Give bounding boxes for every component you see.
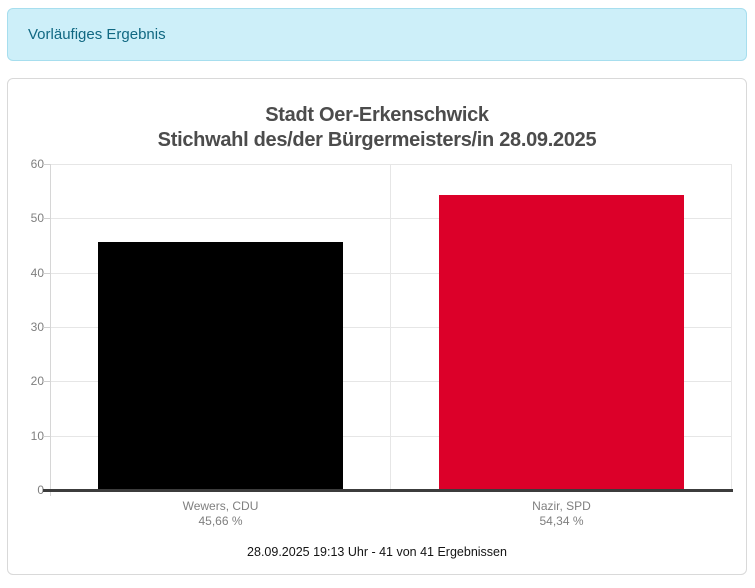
y-axis-label-40: 40 bbox=[30, 265, 44, 280]
gridline-y-10 bbox=[50, 435, 732, 437]
gridline-y-50 bbox=[50, 218, 732, 220]
category-percentage-2: 54,34 % bbox=[539, 514, 584, 528]
gridline-y-20 bbox=[50, 381, 732, 383]
y-axis-tick-50 bbox=[43, 218, 50, 220]
y-axis-tick-60 bbox=[43, 164, 50, 165]
y-axis-label-20: 20 bbox=[30, 374, 44, 389]
bar-wewers-cdu[interactable] bbox=[98, 241, 343, 490]
x-axis-line bbox=[43, 489, 733, 492]
banner-label: Vorläufiges Ergebnis bbox=[28, 26, 166, 43]
y-axis-line bbox=[50, 164, 51, 496]
category-name-2: Nazir, SPD bbox=[532, 499, 591, 513]
chart-title-line2: Stichwahl des/der Bürgermeisters/in 28.0… bbox=[157, 129, 597, 151]
chart-title-line1: Stadt Oer-Erkenschwick bbox=[265, 104, 489, 126]
category-name-1: Wewers, CDU bbox=[182, 499, 259, 513]
gridline-y-60 bbox=[50, 164, 732, 165]
gridline-y-40 bbox=[50, 272, 732, 274]
y-axis-tick-30 bbox=[43, 327, 50, 328]
y-axis-label-60: 60 bbox=[30, 157, 44, 171]
y-axis-tick-40 bbox=[43, 272, 50, 274]
y-axis-label-50: 50 bbox=[30, 211, 44, 226]
preliminary-result-banner: Vorläufiges Ergebnis bbox=[7, 8, 747, 61]
y-axis-label-0: 0 bbox=[37, 483, 44, 497]
gridline-x-divider bbox=[390, 164, 391, 490]
y-axis-tick-10 bbox=[43, 435, 50, 437]
category-percentage-1: 45,66 % bbox=[198, 514, 243, 528]
y-axis-label-30: 30 bbox=[30, 320, 44, 334]
y-axis-tick-20 bbox=[43, 381, 50, 383]
gridline-y-30 bbox=[50, 327, 732, 328]
chart-card: Stadt Oer-Erkenschwick Stichwahl des/der… bbox=[7, 78, 747, 575]
chart-footer-annotation: 28.09.2025 19:13 Uhr - 41 von 41 Ergebni… bbox=[247, 545, 507, 559]
bar-nazir-spd[interactable] bbox=[439, 194, 684, 490]
x-axis-label-2: Nazir, SPD 54,34 % bbox=[391, 499, 732, 529]
gridline-x-right bbox=[731, 164, 732, 490]
x-axis-label-1: Wewers, CDU 45,66 % bbox=[50, 499, 391, 529]
y-axis-label-10: 10 bbox=[30, 428, 44, 443]
chart-title: Stadt Oer-Erkenschwick Stichwahl des/der… bbox=[8, 103, 746, 153]
chart-plot-area bbox=[43, 164, 733, 496]
